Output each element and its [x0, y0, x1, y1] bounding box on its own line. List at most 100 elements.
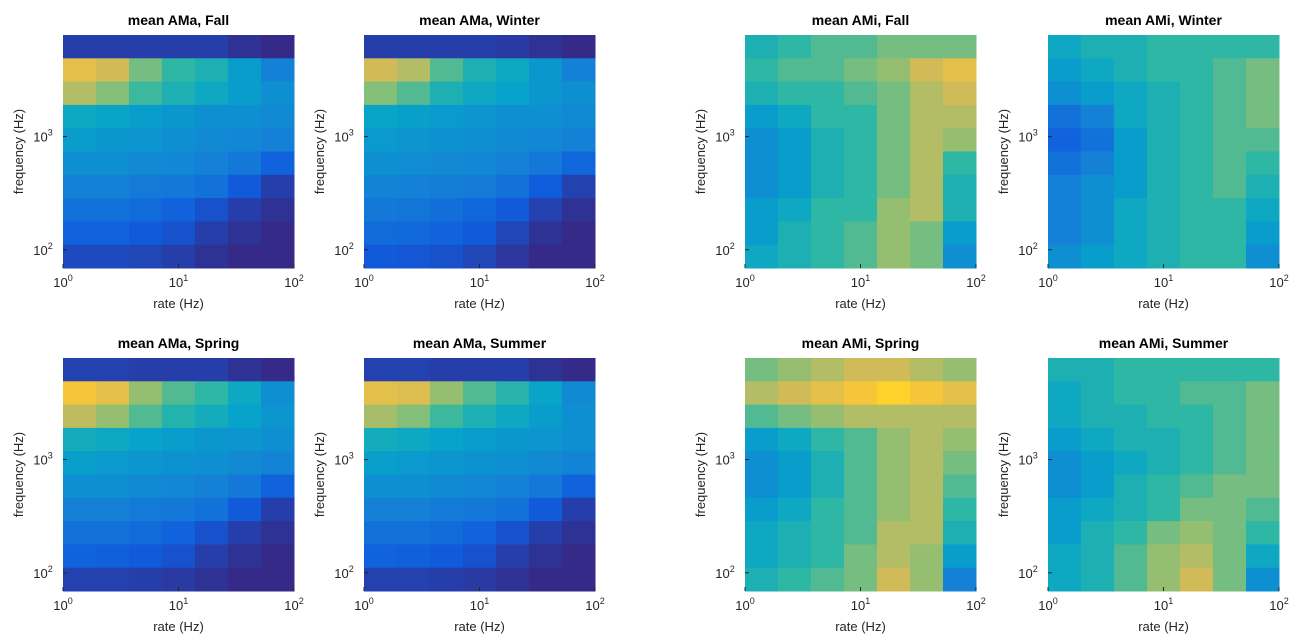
heatmap-cell — [910, 221, 944, 246]
heatmap-cell — [1213, 81, 1247, 106]
heatmap-cell — [1180, 58, 1214, 83]
heatmap-cell — [195, 151, 229, 176]
heatmap-cell — [877, 381, 911, 406]
heatmap-cell — [844, 427, 878, 452]
heatmap-cell — [778, 521, 812, 545]
heatmap-cell — [811, 221, 845, 246]
y-tick-label: 102 — [33, 241, 52, 258]
heatmap-cell — [745, 404, 779, 429]
tick-base: 10 — [334, 130, 348, 145]
tick-exponent: 3 — [730, 451, 735, 461]
heatmap-cell — [778, 104, 812, 129]
heatmap-cell — [195, 174, 229, 199]
heatmap-cell — [1180, 198, 1214, 222]
tick-exponent: 3 — [48, 451, 53, 461]
heatmap-cell — [1081, 81, 1115, 106]
y-axis-label: frequency (Hz) — [693, 432, 708, 517]
heatmap-cell — [1081, 404, 1115, 429]
heatmap-cell — [162, 221, 196, 246]
x-axis-label: rate (Hz) — [1138, 296, 1189, 311]
heatmap-cell — [496, 151, 530, 176]
heatmap-cell — [228, 81, 262, 106]
heatmap-cell — [811, 358, 845, 382]
heatmap-cell — [397, 358, 431, 382]
heatmap-cell — [910, 358, 944, 382]
heatmap-cell — [811, 381, 845, 406]
heatmap-cell — [745, 81, 779, 106]
heatmap-cell — [228, 358, 262, 382]
heatmap-cell — [430, 81, 464, 106]
heatmap-cell — [228, 427, 262, 452]
heatmap-cell — [463, 497, 497, 522]
heatmap-cell — [63, 128, 97, 152]
heatmap-cell — [1246, 58, 1280, 83]
heatmap-cell — [397, 198, 431, 222]
heatmap-cell — [1114, 451, 1148, 475]
heatmap-cell — [1114, 58, 1148, 83]
heatmap-cell — [1081, 567, 1115, 592]
heatmap-cell — [1081, 151, 1115, 176]
heatmap-cell — [195, 198, 229, 222]
heatmap-cell — [129, 474, 163, 499]
tick-base: 10 — [715, 130, 729, 145]
heatmap-cell — [96, 451, 130, 475]
heatmap-cell — [778, 151, 812, 176]
heatmap-cell — [162, 381, 196, 406]
heatmap-cell — [778, 128, 812, 152]
heatmap-cell — [529, 128, 563, 152]
heatmap-cell — [195, 567, 229, 592]
heatmap-cell — [1048, 104, 1082, 129]
heatmap-cell — [943, 221, 977, 246]
heatmap-cell — [1147, 544, 1181, 569]
heatmap-cell — [811, 58, 845, 83]
heatmap-cell — [529, 521, 563, 545]
heatmap-cell — [63, 404, 97, 429]
heatmap-cell — [811, 35, 845, 59]
x-tick-label: 100 — [354, 273, 373, 290]
tick-exponent: 0 — [750, 596, 755, 606]
heatmap-cell — [1246, 567, 1280, 592]
x-tick-label: 101 — [470, 273, 489, 290]
heatmap-cell — [228, 151, 262, 176]
tick-exponent: 3 — [349, 128, 354, 138]
heatmap-cell — [1048, 358, 1082, 382]
y-tick-label: 103 — [715, 451, 734, 468]
tick-base: 10 — [354, 275, 368, 290]
heatmap-cell — [1246, 198, 1280, 222]
heatmap-cell — [63, 358, 97, 382]
heatmap-cell — [63, 544, 97, 569]
y-axis-label: frequency (Hz) — [312, 109, 327, 194]
heatmap-cell — [943, 35, 977, 59]
heatmap-cell — [162, 104, 196, 129]
heatmap-cell — [910, 567, 944, 592]
heatmap-cell — [562, 58, 596, 83]
heatmap-cell — [877, 128, 911, 152]
heatmap-cell — [1114, 198, 1148, 222]
heatmap-cell — [129, 451, 163, 475]
heatmap-cell — [496, 358, 530, 382]
heatmap-cell — [261, 221, 295, 246]
panel: mean AMa, Summer rate (Hz) frequency (Hz) 1… — [312, 335, 605, 634]
heatmap-cell — [463, 381, 497, 406]
tick-exponent: 0 — [369, 596, 374, 606]
heatmap-cell — [496, 381, 530, 406]
heatmap-cell — [463, 198, 497, 222]
heatmap-cell — [1246, 521, 1280, 545]
heatmap-cell — [1048, 35, 1082, 59]
panel-title: mean AMa, Summer — [413, 335, 547, 351]
heatmap-cell — [496, 497, 530, 522]
heatmap-cell — [1114, 104, 1148, 129]
heatmap-cell — [364, 451, 398, 475]
heatmap-cell — [844, 544, 878, 569]
heatmap-cell — [562, 474, 596, 499]
tick-exponent: 2 — [730, 241, 735, 251]
heatmap-cell — [261, 451, 295, 475]
heatmap-cell — [529, 174, 563, 199]
heatmap-cell — [1180, 451, 1214, 475]
heatmap-cell — [910, 81, 944, 106]
x-tick-label: 102 — [585, 596, 604, 613]
heatmap-cell — [1147, 151, 1181, 176]
heatmap-cell — [1213, 198, 1247, 222]
heatmap-cell — [129, 427, 163, 452]
heatmap-cell — [63, 221, 97, 246]
